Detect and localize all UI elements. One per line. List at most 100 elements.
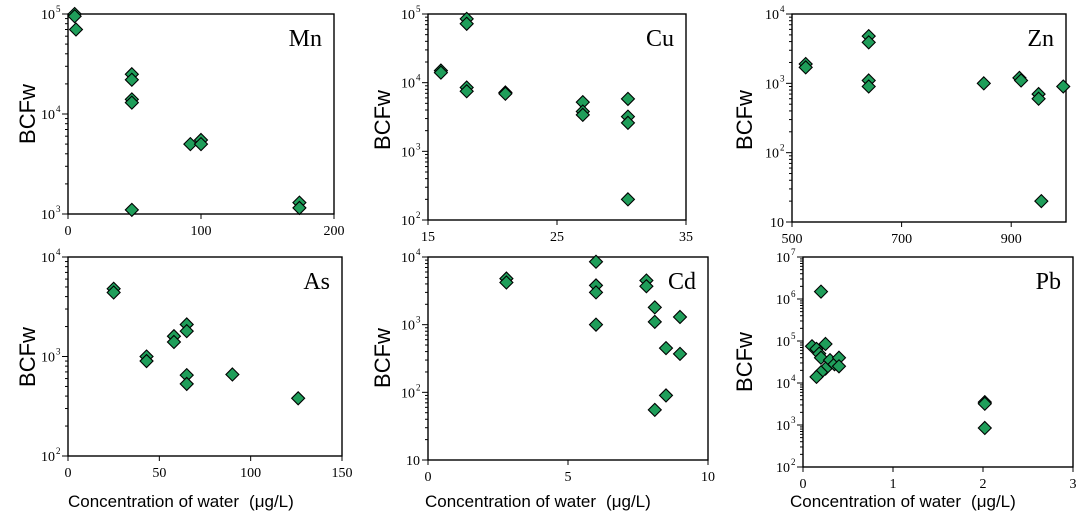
data-point: [809, 369, 824, 385]
y-tick-label-exponent: 4: [791, 373, 796, 383]
element-label: Cd: [668, 269, 696, 295]
x-tick-label: 0: [425, 470, 432, 485]
y-tick-label-exponent: 6: [791, 289, 796, 299]
y-tick-label-base: 10: [776, 251, 790, 266]
data-point: [588, 317, 604, 332]
data-point: [292, 200, 307, 216]
x-tick-label: 0: [65, 224, 72, 239]
y-tick-label: 10 5: [776, 331, 796, 350]
y-tick-label-exponent: 3: [791, 415, 796, 425]
y-tick-label: 10 4: [41, 247, 61, 266]
y-axis-label: BCFw: [732, 332, 757, 392]
data-point: [647, 402, 663, 418]
y-axis-label: BCFw: [15, 327, 40, 387]
y-tick-label: 10 3: [41, 347, 61, 366]
x-tick-label: 150: [332, 466, 353, 481]
y-tick-label-base: 10: [776, 293, 790, 308]
data-point: [813, 284, 829, 299]
y-tick-label-base: 10: [41, 8, 55, 23]
x-tick-label: 2: [980, 477, 987, 492]
y-tick-label-base: 10: [401, 145, 415, 160]
data-point: [977, 420, 993, 436]
y-tick-label-exponent: 2: [791, 457, 796, 467]
x-tick-label: 5: [565, 470, 572, 485]
x-tick-label: 1: [890, 477, 897, 492]
plot-frame: [802, 256, 1074, 468]
data-point: [620, 91, 636, 107]
x-tick-label: 200: [324, 224, 345, 239]
data-point: [433, 65, 449, 80]
data-point: [225, 367, 240, 382]
y-tick-label-exponent: 3: [56, 204, 61, 214]
y-tick-label-base: 10: [41, 208, 55, 223]
data-point: [588, 254, 604, 270]
y-tick-label-base: 10: [776, 461, 790, 476]
y-tick-label-base: 10: [765, 8, 779, 23]
data-point: [977, 396, 993, 412]
data-point: [976, 76, 992, 91]
data-point: [658, 340, 674, 356]
y-tick-label-exponent: 4: [780, 4, 785, 14]
data-point: [166, 334, 182, 350]
y-tick-label-base: 10: [770, 216, 784, 231]
y-tick-label-base: 10: [41, 450, 55, 465]
y-tick-label-exponent: 3: [416, 141, 421, 151]
data-point: [498, 86, 513, 102]
y-axis-label: BCFw: [15, 84, 40, 144]
x-tick-label: 3: [1070, 477, 1077, 492]
data-point: [179, 376, 195, 392]
x-tick-label: 35: [679, 230, 693, 245]
y-tick-label: 10 3: [401, 315, 421, 334]
y-tick-label-base: 10: [776, 377, 790, 392]
data-point: [67, 8, 82, 24]
x-tick-label: 10: [701, 470, 715, 485]
element-label: Cu: [646, 26, 674, 52]
x-tick-label: 100: [191, 224, 212, 239]
y-tick-label: 10 2: [41, 446, 61, 465]
y-tick-label: 10 4: [401, 73, 421, 92]
y-tick-label: 10 7: [776, 247, 796, 266]
element-label: Zn: [1027, 26, 1054, 52]
data-point: [124, 72, 140, 88]
y-tick-label: 10 5: [401, 4, 421, 23]
y-axis-label: BCFw: [370, 90, 395, 150]
data-point: [672, 309, 688, 325]
x-axis-title-1: Concentration of water (μg/L): [68, 492, 294, 511]
data-point: [1055, 79, 1071, 94]
data-point: [1034, 193, 1049, 209]
y-tick-label-base: 10: [41, 251, 55, 266]
x-tick-label: 50: [152, 466, 166, 481]
y-tick-label-base: 10: [41, 108, 55, 123]
y-tick-label-base: 10: [776, 335, 790, 350]
data-point: [1031, 91, 1046, 106]
x-axis-title-2: Concentration of water (μg/L): [425, 492, 651, 511]
plot-frame: [427, 256, 709, 461]
x-tick-label: 25: [550, 230, 564, 245]
data-point: [861, 79, 876, 94]
x-tick-label: 900: [1001, 232, 1022, 247]
y-tick-label: 10 4: [401, 247, 421, 266]
data-point: [68, 22, 84, 37]
y-tick-label: 10 3: [401, 141, 421, 160]
y-tick-label-base: 10: [401, 386, 415, 401]
y-tick-label-exponent: 4: [416, 73, 421, 83]
x-tick-label: 0: [65, 466, 72, 481]
data-point: [290, 391, 306, 406]
y-tick-label-exponent: 4: [56, 104, 61, 114]
y-tick-label: 10: [406, 454, 420, 469]
data-point: [658, 388, 674, 403]
y-tick-label-base: 10: [401, 319, 415, 334]
y-tick-label: 10 6: [776, 289, 796, 308]
x-axis-title-3: Concentration of water (μg/L): [790, 492, 1016, 511]
y-tick-label: 10 4: [776, 373, 796, 392]
data-point: [818, 336, 833, 352]
data-point: [620, 115, 636, 131]
y-tick-label-exponent: 4: [56, 247, 61, 257]
data-point: [106, 285, 121, 300]
y-tick-label-exponent: 2: [56, 446, 61, 456]
data-point: [1013, 73, 1029, 88]
plot-frame: [791, 13, 1067, 223]
y-tick-label-base: 10: [41, 351, 55, 366]
